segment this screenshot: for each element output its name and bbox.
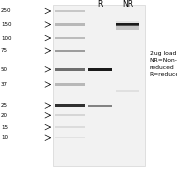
Text: 15: 15 <box>1 125 8 130</box>
Bar <box>55 37 85 39</box>
Text: 100: 100 <box>1 35 11 41</box>
Text: 75: 75 <box>1 48 8 53</box>
Text: 50: 50 <box>1 67 8 72</box>
Bar <box>116 23 139 26</box>
Bar <box>88 68 112 71</box>
Text: 250: 250 <box>1 8 11 14</box>
Text: R: R <box>97 0 103 9</box>
Bar <box>116 21 139 23</box>
Bar <box>116 25 139 30</box>
Bar <box>53 5 145 166</box>
Text: 10: 10 <box>1 135 8 140</box>
Bar <box>55 137 85 139</box>
Text: 150: 150 <box>1 22 11 27</box>
Bar <box>55 83 85 86</box>
Bar <box>55 10 85 12</box>
Text: NR: NR <box>122 0 133 9</box>
Bar <box>55 114 85 116</box>
Bar <box>55 126 85 128</box>
Text: 20: 20 <box>1 113 8 118</box>
Bar <box>55 68 85 71</box>
Bar <box>55 104 85 107</box>
Bar <box>88 105 112 107</box>
Bar <box>116 90 139 92</box>
Text: 25: 25 <box>1 103 8 108</box>
Text: 2ug loading
NR=Non-
reduced
R=reduced: 2ug loading NR=Non- reduced R=reduced <box>150 51 177 77</box>
Bar <box>55 50 85 52</box>
Bar <box>55 23 85 26</box>
Text: 37: 37 <box>1 82 8 87</box>
